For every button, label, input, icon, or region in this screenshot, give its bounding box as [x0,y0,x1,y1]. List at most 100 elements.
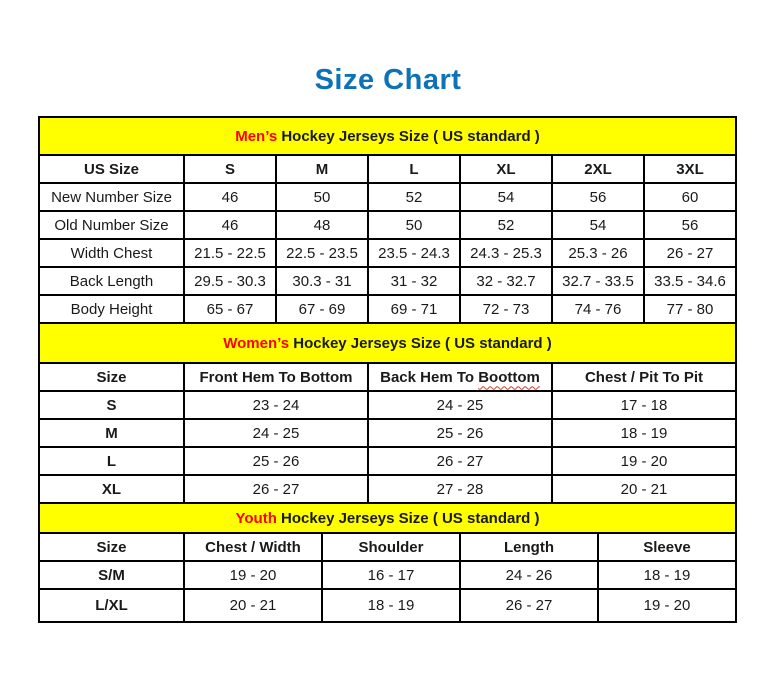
size-value: 69 - 71 [367,294,461,324]
banner-highlight: Men’s [235,127,278,145]
size-value: 19 - 20 [551,446,737,476]
column-header: L [367,154,461,184]
column-header: M [275,154,369,184]
size-value: 26 - 27 [367,446,553,476]
column-header: Shoulder [321,532,461,562]
size-value: 50 [367,210,461,240]
table-row: S 23 - 24 24 - 25 17 - 18 [38,390,737,420]
size-value: 24 - 25 [367,390,553,420]
size-value: 46 [183,210,277,240]
size-value: 74 - 76 [551,294,645,324]
size-value: 18 - 19 [597,560,737,590]
column-header: Size [38,362,185,392]
banner-text: Hockey Jerseys Size ( US standard ) [277,127,540,145]
size-value: 26 - 27 [459,588,599,623]
column-header: Back Hem To Boottom [367,362,553,392]
size-value: 54 [551,210,645,240]
size-tables: Men’s Hockey Jerseys Size ( US standard … [38,116,737,623]
banner-text: Hockey Jerseys Size ( US standard ) [276,509,540,527]
size-value: 25 - 26 [367,418,553,448]
banner-highlight: Youth [235,509,277,527]
size-value: 24 - 26 [459,560,599,590]
size-value: 29.5 - 30.3 [183,266,277,296]
table-row: Body Height 65 - 67 67 - 69 69 - 71 72 - 73 7… [38,294,737,324]
column-header: Size [38,532,185,562]
size-value: 19 - 20 [597,588,737,623]
size-value: 32 - 32.7 [459,266,553,296]
table-banner-womens: Women’s Hockey Jerseys Size ( US standar… [38,322,737,364]
size-value: 27 - 28 [367,474,553,504]
row-label: L/XL [38,588,185,623]
size-value: 16 - 17 [321,560,461,590]
row-label: New Number Size [38,182,185,212]
size-table-youth: Youth Hockey Jerseys Size ( US standard … [38,502,737,623]
row-label: S/M [38,560,185,590]
table-row: M 24 - 25 25 - 26 18 - 19 [38,418,737,448]
size-value: 31 - 32 [367,266,461,296]
size-value: 25.3 - 26 [551,238,645,268]
table-banner-mens: Men’s Hockey Jerseys Size ( US standard … [38,116,737,156]
column-header: Chest / Pit To Pit [551,362,737,392]
table-row: L 25 - 26 26 - 27 19 - 20 [38,446,737,476]
size-value: 24 - 25 [183,418,369,448]
size-value: 19 - 20 [183,560,323,590]
size-value: 67 - 69 [275,294,369,324]
size-value: 25 - 26 [183,446,369,476]
table-row: Width Chest 21.5 - 22.5 22.5 - 23.5 23.5 - … [38,238,737,268]
size-value: 54 [459,182,553,212]
size-value: 30.3 - 31 [275,266,369,296]
banner-highlight: Women’s [223,334,290,352]
size-value: 21.5 - 22.5 [183,238,277,268]
row-label: L [38,446,185,476]
table-row: Old Number Size 46 48 50 52 54 56 [38,210,737,240]
size-value: 23.5 - 24.3 [367,238,461,268]
column-header: XL [459,154,553,184]
size-value: 52 [459,210,553,240]
column-header: Front Hem To Bottom [183,362,369,392]
banner-text: Hockey Jerseys Size ( US standard ) [289,334,552,352]
size-value: 32.7 - 33.5 [551,266,645,296]
size-value: 50 [275,182,369,212]
column-header: 3XL [643,154,737,184]
row-label: Width Chest [38,238,185,268]
size-value: 56 [643,210,737,240]
table-row: XL 26 - 27 27 - 28 20 - 21 [38,474,737,504]
size-value: 52 [367,182,461,212]
row-label: Body Height [38,294,185,324]
column-header: US Size [38,154,185,184]
column-header: S [183,154,277,184]
size-value: 26 - 27 [183,474,369,504]
size-value: 20 - 21 [183,588,323,623]
size-value: 72 - 73 [459,294,553,324]
row-label: S [38,390,185,420]
row-label: Old Number Size [38,210,185,240]
size-value: 18 - 19 [551,418,737,448]
page-title: Size Chart [314,64,462,96]
size-value: 46 [183,182,277,212]
table-row: S/M 19 - 20 16 - 17 24 - 26 18 - 19 [38,560,737,590]
size-value: 56 [551,182,645,212]
spellcheck-underlined-word: Boottom [478,368,540,386]
size-value: 20 - 21 [551,474,737,504]
size-value: 22.5 - 23.5 [275,238,369,268]
table-banner-youth: Youth Hockey Jerseys Size ( US standard … [38,502,737,534]
size-value: 48 [275,210,369,240]
size-value: 60 [643,182,737,212]
column-header: Length [459,532,599,562]
size-value: 26 - 27 [643,238,737,268]
row-label: M [38,418,185,448]
row-label: Back Length [38,266,185,296]
table-row: L/XL 20 - 21 18 - 19 26 - 27 19 - 20 [38,588,737,623]
size-value: 23 - 24 [183,390,369,420]
size-value: 33.5 - 34.6 [643,266,737,296]
size-value: 77 - 80 [643,294,737,324]
size-table-womens: Women’s Hockey Jerseys Size ( US standar… [38,322,737,504]
size-value: 18 - 19 [321,588,461,623]
size-value: 24.3 - 25.3 [459,238,553,268]
table-row: Back Length 29.5 - 30.3 30.3 - 31 31 - 32 32… [38,266,737,296]
column-header: Chest / Width [183,532,323,562]
size-value: 65 - 67 [183,294,277,324]
column-header: 2XL [551,154,645,184]
column-header: Sleeve [597,532,737,562]
